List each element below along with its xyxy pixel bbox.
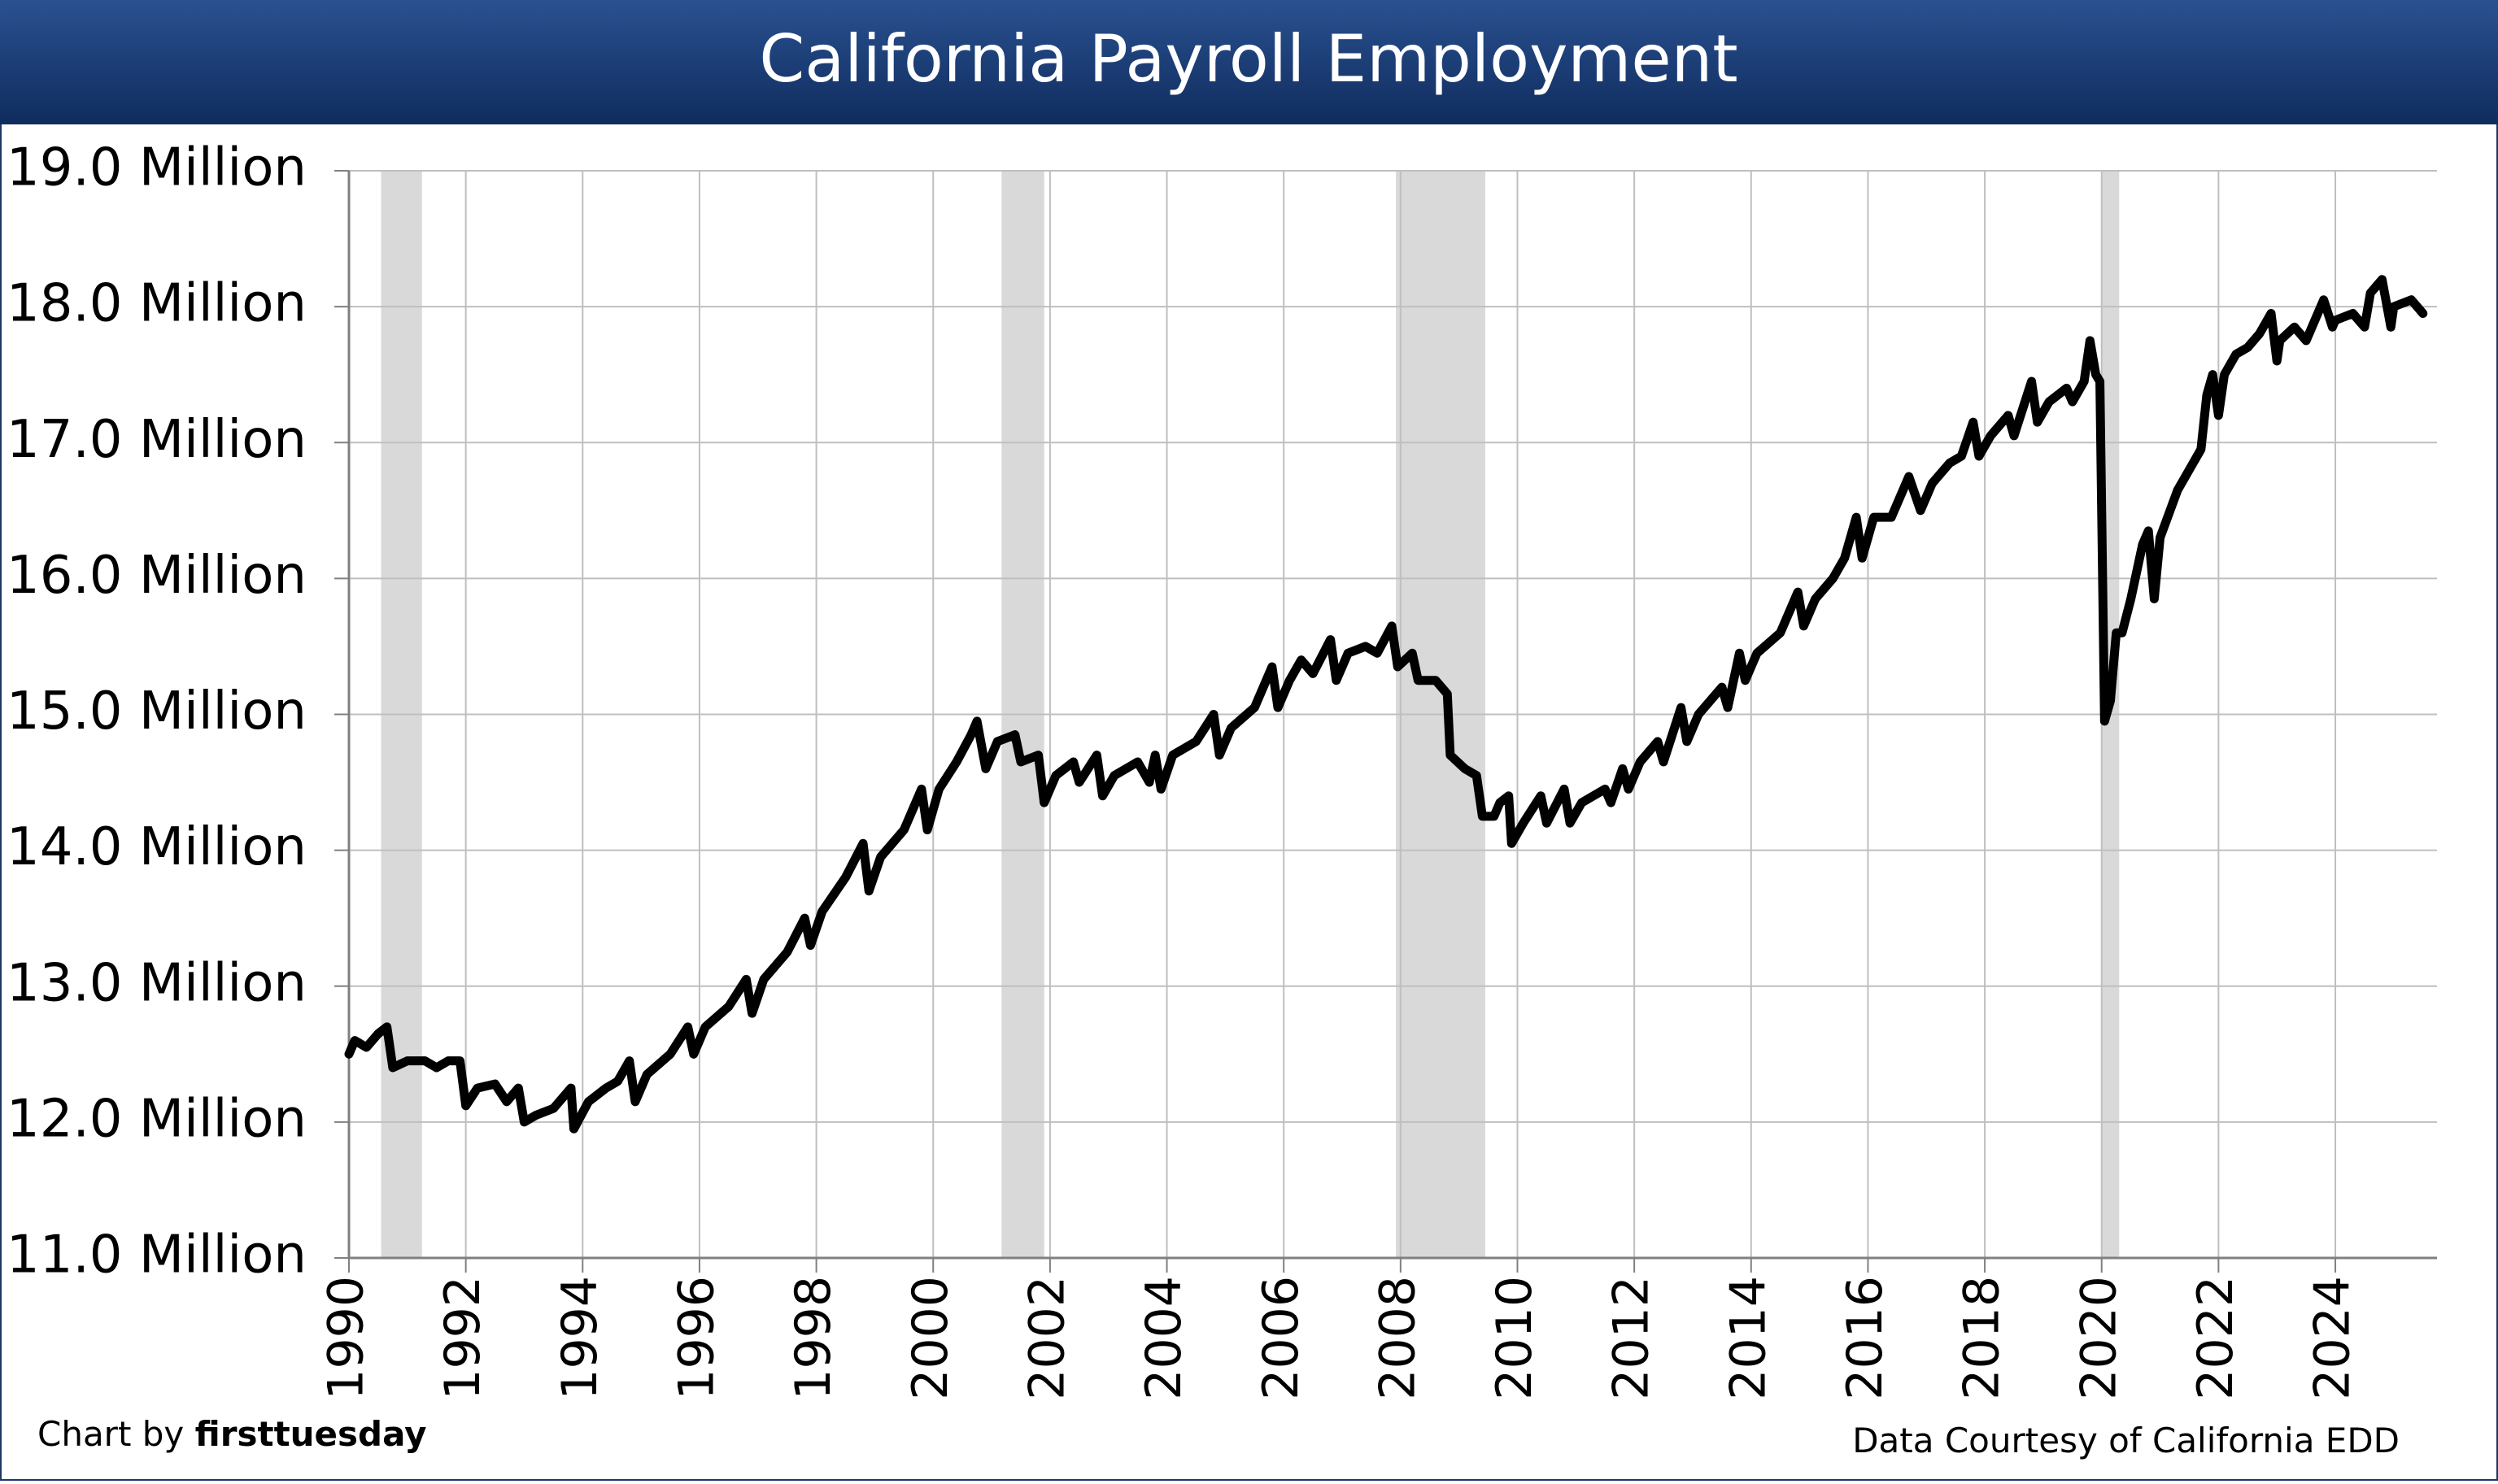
- x-tick-label: 2008: [1369, 1276, 1426, 1400]
- source-note: Data Courtesy of California EDD: [1852, 1421, 2400, 1460]
- y-tick-label: 18.0 Million: [7, 274, 307, 334]
- y-tick-label: 16.0 Million: [7, 546, 307, 606]
- credit-brand: firsttuesday: [195, 1414, 427, 1454]
- x-tick-label: 2024: [2304, 1276, 2361, 1400]
- x-tick-label: 1992: [434, 1276, 491, 1400]
- x-tick-label: 1996: [669, 1276, 726, 1400]
- x-tick-label: 2020: [2070, 1276, 2127, 1400]
- x-tick-label: 2006: [1253, 1276, 1310, 1400]
- x-tick-label: 2000: [902, 1276, 959, 1400]
- plot-area: 11.0 Million 12.0 Million 13.0 Million 14.0…: [7, 138, 2437, 1400]
- credit-prefix: Chart by: [37, 1414, 184, 1454]
- x-tick-label: 2022: [2187, 1276, 2244, 1400]
- x-tick-label: 2002: [1018, 1276, 1075, 1400]
- x-tick-label: 2016: [1837, 1276, 1894, 1400]
- x-tick-label: 2010: [1486, 1276, 1543, 1400]
- x-tick-label: 1998: [785, 1276, 842, 1400]
- y-tick-label: 17.0 Million: [7, 410, 307, 470]
- y-tick-label: 13.0 Million: [7, 953, 307, 1013]
- chart-title: California Payroll Employment: [759, 21, 1737, 97]
- x-tick-label: 1994: [551, 1276, 608, 1400]
- y-tick-label: 12.0 Million: [7, 1089, 307, 1149]
- y-tick-label: 11.0 Million: [7, 1225, 307, 1286]
- x-tick-label: 2018: [1954, 1276, 2011, 1400]
- x-tick-label: 2004: [1136, 1276, 1192, 1400]
- x-tick-label: 2014: [1720, 1276, 1777, 1400]
- y-tick-label: 14.0 Million: [7, 817, 307, 877]
- x-tick-label: 1990: [318, 1276, 375, 1400]
- y-tick-label: 15.0 Million: [7, 681, 307, 742]
- series-line: [344, 275, 2428, 1134]
- y-tick-label: 19.0 Million: [7, 138, 307, 198]
- credit: Chart by firsttuesday: [37, 1414, 427, 1454]
- x-tick-label: 2012: [1603, 1276, 1660, 1400]
- title-bar: [0, 0, 2498, 124]
